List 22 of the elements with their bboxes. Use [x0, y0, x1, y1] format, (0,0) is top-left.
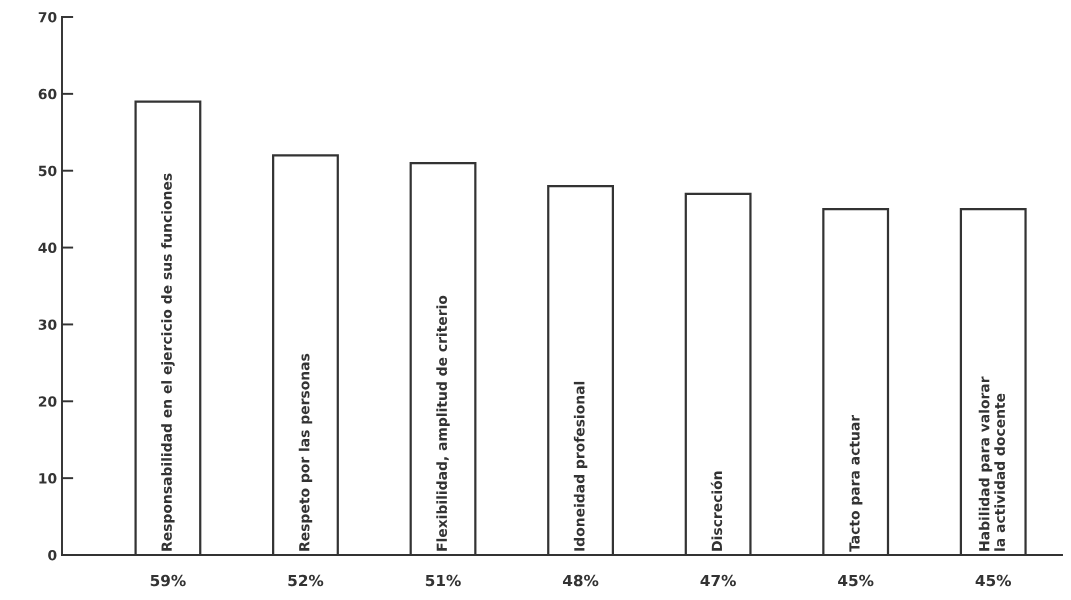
x-tick-label: Discreción: [710, 471, 723, 551]
x-tick-label: Respeto por las personas: [298, 353, 313, 551]
y-tick-label: 0: [48, 549, 57, 561]
x-tick-label: Tacto para actuar: [849, 414, 863, 552]
x-tick-label: Responsabilidad en el ejercicio de sus funciones: [161, 173, 175, 551]
x-tick-label: Idoneidad profesional: [573, 381, 588, 551]
y-tick-label: 50: [38, 165, 57, 177]
y-tick-label: 60: [38, 88, 57, 100]
x-tick-label: Habilidad para valorar la actividad docente: [978, 376, 1006, 551]
data-label: 47%: [700, 574, 736, 587]
y-tick-label: 10: [39, 473, 57, 484]
data-label: 48%: [562, 574, 599, 587]
data-label: 51%: [425, 574, 461, 587]
y-tick-label: 30: [38, 319, 57, 330]
y-tick-label: 20: [38, 396, 57, 407]
y-tick-label: 70: [38, 11, 57, 23]
data-label: 45%: [838, 574, 874, 587]
x-tick-label: Flexibilidad, amplitud de criterio: [436, 295, 450, 551]
y-tick-label: 40: [38, 242, 57, 254]
data-label: 59%: [150, 574, 186, 587]
data-label: 52%: [288, 574, 324, 587]
data-label: 45%: [975, 574, 1012, 587]
